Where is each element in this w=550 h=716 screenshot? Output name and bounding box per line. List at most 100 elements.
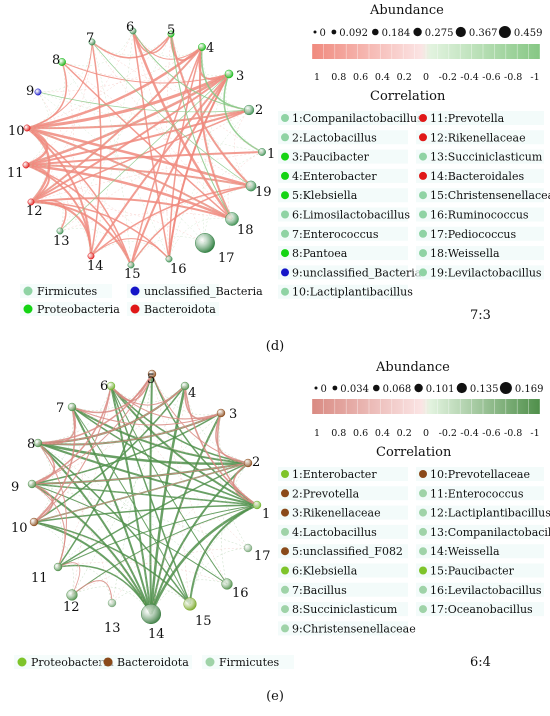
correlation-tick: -0.4 bbox=[460, 428, 478, 439]
ratio-label: 6:4 bbox=[470, 655, 491, 670]
taxa-swatch bbox=[419, 508, 427, 517]
taxa-row-bg bbox=[416, 486, 544, 501]
network-node bbox=[165, 255, 173, 263]
network-edge bbox=[150, 462, 249, 615]
network-edge-weak bbox=[234, 109, 252, 187]
taxa-label: 17:Oceanobacillus bbox=[430, 603, 533, 616]
taxa-swatch bbox=[281, 114, 289, 122]
taxa-label: 12:Rikenellaceae bbox=[430, 131, 526, 144]
network-edge-weak bbox=[111, 373, 153, 604]
taxa-row-bg bbox=[416, 544, 544, 559]
network-edge bbox=[91, 33, 172, 59]
phylum-label: Bacteroidota bbox=[144, 303, 216, 316]
network-edge-weak bbox=[26, 61, 65, 129]
node-label: 3 bbox=[236, 69, 244, 84]
correlation-tick: 1 bbox=[314, 428, 320, 439]
phylum-label: Bacteroidota bbox=[117, 656, 189, 669]
network-node bbox=[129, 27, 137, 35]
network-edge-weak bbox=[130, 236, 206, 266]
network-edge-weak bbox=[130, 46, 203, 266]
taxa-row-bg bbox=[278, 265, 408, 280]
taxa-swatch bbox=[281, 287, 289, 296]
network-edge-weak bbox=[170, 33, 230, 76]
network-edge bbox=[30, 201, 170, 260]
correlation-tick: 0.6 bbox=[353, 72, 368, 83]
network-edge-weak bbox=[61, 61, 252, 187]
taxa-swatch bbox=[281, 171, 289, 180]
taxa-row-bg bbox=[278, 582, 408, 597]
network-edge-weak bbox=[25, 164, 170, 260]
abundance-dot bbox=[314, 386, 318, 390]
network-edge bbox=[31, 483, 66, 568]
network-edge-weak bbox=[201, 46, 250, 111]
abundance-value: 0.092 bbox=[339, 28, 368, 39]
network-node bbox=[88, 38, 96, 46]
network-edge-weak bbox=[59, 109, 250, 232]
phylum-swatch bbox=[23, 286, 33, 296]
correlation-tick: 0.6 bbox=[353, 428, 368, 439]
taxa-row-bg bbox=[416, 563, 544, 578]
node-label: 7 bbox=[86, 31, 94, 46]
network-node bbox=[66, 589, 78, 601]
network-edge-weak bbox=[71, 373, 153, 411]
network-edge-weak bbox=[151, 373, 222, 416]
network-edge bbox=[26, 109, 250, 130]
network-edge-weak bbox=[30, 46, 203, 203]
node-label: 6 bbox=[100, 379, 108, 394]
network-edge-weak bbox=[132, 30, 203, 57]
network-edge bbox=[30, 46, 203, 203]
taxa-label: 12:Lactiplantibacillus bbox=[430, 507, 550, 520]
node-label: 7 bbox=[56, 401, 64, 416]
taxa-row-bg bbox=[278, 130, 408, 145]
taxa-row-bg bbox=[278, 524, 408, 539]
network-edge bbox=[90, 185, 252, 257]
abundance-value: 0.275 bbox=[425, 28, 454, 39]
taxa-row-bg bbox=[416, 467, 544, 481]
phylum-row-bg bbox=[127, 284, 219, 298]
node-label: 15 bbox=[195, 614, 212, 629]
network-edge bbox=[31, 385, 112, 485]
network-edge bbox=[37, 385, 186, 444]
taxa-label: 10:Lactiplantibacillus bbox=[292, 286, 413, 299]
abundance-dot bbox=[414, 383, 423, 393]
network-edge bbox=[26, 72, 230, 130]
network-edge-weak bbox=[57, 561, 228, 585]
network-edge-weak bbox=[110, 385, 152, 615]
network-edge-weak bbox=[132, 30, 263, 153]
network-node bbox=[243, 543, 253, 553]
taxa-label: 14:Bacteroidales bbox=[430, 170, 524, 183]
network-edge-weak bbox=[202, 73, 230, 244]
network-edge bbox=[37, 91, 250, 113]
taxa-row-bg bbox=[278, 467, 408, 481]
abundance-dot bbox=[373, 384, 380, 392]
network-edge bbox=[168, 73, 230, 260]
correlation-tick: -1 bbox=[530, 428, 539, 439]
network-edge-weak bbox=[25, 30, 134, 166]
network-edge bbox=[33, 521, 191, 605]
network-node bbox=[106, 381, 116, 391]
network-edge-weak bbox=[59, 61, 74, 232]
network-edge bbox=[31, 483, 228, 585]
taxa-swatch bbox=[281, 566, 289, 575]
network-node bbox=[258, 148, 266, 156]
network-node bbox=[216, 408, 226, 418]
network-edge-weak bbox=[37, 41, 93, 93]
network-node bbox=[34, 88, 42, 96]
network-edge-weak bbox=[37, 442, 113, 604]
network-edge-weak bbox=[217, 412, 249, 549]
network-edge bbox=[149, 385, 187, 615]
network-edge-weak bbox=[25, 91, 50, 166]
network-node bbox=[147, 369, 157, 379]
taxa-row-bg bbox=[416, 111, 544, 125]
network-node bbox=[22, 161, 30, 169]
phylum-row-bg bbox=[14, 655, 106, 669]
taxa-label: 6:Klebsiella bbox=[292, 565, 358, 578]
taxa-swatch bbox=[281, 585, 289, 594]
network-edge-weak bbox=[91, 41, 233, 220]
correlation-tick: 0.8 bbox=[331, 428, 346, 439]
network-edge bbox=[26, 46, 203, 130]
taxa-label: 11:Prevotella bbox=[430, 112, 505, 125]
node-label: 12 bbox=[26, 204, 43, 219]
abundance-dot bbox=[499, 382, 512, 394]
